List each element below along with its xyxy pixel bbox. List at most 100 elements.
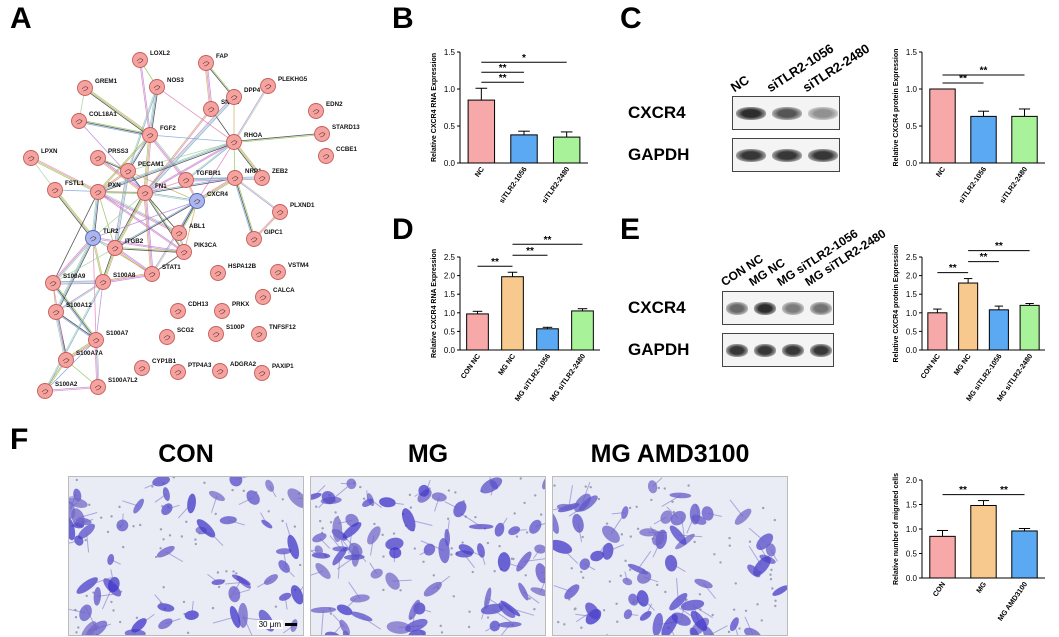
cell-process xyxy=(510,607,535,616)
node-structure-glyph xyxy=(94,156,102,162)
network-edge xyxy=(97,191,116,249)
membrane-pore xyxy=(624,559,627,563)
membrane-pore xyxy=(734,582,737,585)
stained-cell xyxy=(628,593,639,606)
network-edge xyxy=(102,272,152,282)
membrane-pore xyxy=(318,519,322,523)
node-structure-glyph xyxy=(250,237,258,243)
network-node-paxip1: PAXIP1 xyxy=(254,363,294,381)
network-edge xyxy=(185,176,262,180)
cell-process xyxy=(69,502,78,509)
y-tick-label: 0.5 xyxy=(444,122,456,131)
membrane-pore xyxy=(580,570,583,574)
network-node-stat1: STAT1 xyxy=(144,264,181,282)
node-label: PECAM1 xyxy=(138,161,164,168)
bar-nc xyxy=(929,88,956,164)
y-tick-label: 0.0 xyxy=(906,159,918,168)
network-node-fap: FAP xyxy=(198,53,228,71)
migration-micrographs: CON 30 μm MG MG AMD3100 xyxy=(68,440,803,636)
network-edge xyxy=(144,108,211,193)
network-node-lpxn: LPXN xyxy=(23,148,58,166)
node-label: PLXND1 xyxy=(290,202,315,209)
stained-cell xyxy=(553,539,573,554)
cell-process xyxy=(414,490,425,497)
cell-process xyxy=(69,521,84,524)
stained-cell xyxy=(665,554,678,572)
significance-label: ** xyxy=(499,63,507,74)
membrane-pore xyxy=(656,583,659,587)
network-edge xyxy=(113,170,128,248)
network-edge xyxy=(144,141,234,193)
stained-cell xyxy=(367,526,381,545)
stained-cell xyxy=(431,492,447,502)
node-circle xyxy=(254,170,270,186)
stained-cell xyxy=(542,477,545,490)
network-edge xyxy=(114,200,197,248)
membrane-pore xyxy=(629,535,633,538)
node-structure-glyph xyxy=(202,61,210,67)
membrane-pore xyxy=(533,608,536,611)
network-edge xyxy=(53,282,98,340)
membrane-pore xyxy=(180,535,184,538)
membrane-pore xyxy=(267,510,270,513)
node-structure-glyph xyxy=(193,199,201,205)
cell-process xyxy=(121,513,124,526)
blot-band xyxy=(782,344,804,357)
network-edge xyxy=(98,190,180,233)
node-circle xyxy=(45,275,61,291)
stained-cell xyxy=(564,584,580,600)
node-label: CYP1B1 xyxy=(152,358,177,365)
network-edge xyxy=(31,156,99,192)
network-edge xyxy=(56,311,97,340)
cell-process xyxy=(69,608,86,614)
cell-process xyxy=(138,613,155,626)
network-edge xyxy=(233,133,322,142)
membrane-pore xyxy=(373,522,376,526)
stained-cell xyxy=(756,533,774,551)
network-node-pecam1: PECAM1 xyxy=(120,161,164,179)
membrane-pore xyxy=(525,531,529,534)
cell-process xyxy=(341,539,356,557)
network-node-fn1: FN1 xyxy=(137,183,167,201)
cell-process xyxy=(408,519,433,526)
membrane-pore xyxy=(450,553,453,556)
cell-process xyxy=(392,579,412,582)
stained-cell xyxy=(535,563,545,584)
network-node-fgf2: FGF2 xyxy=(142,125,176,143)
node-label: EDN2 xyxy=(326,101,343,108)
membrane-pore xyxy=(118,620,122,624)
node-circle xyxy=(134,360,150,376)
cell-process xyxy=(707,512,722,517)
membrane-pore xyxy=(719,561,722,564)
cell-process xyxy=(695,504,700,520)
y-axis-label: Relative CXCR4 protein Expression xyxy=(893,49,900,167)
network-edge xyxy=(196,141,235,202)
membrane-pore xyxy=(159,528,163,531)
x-tick-label: MG siTLR2-2480 xyxy=(548,352,587,403)
node-circle xyxy=(318,148,334,164)
network-edge xyxy=(97,191,180,234)
stained-cell xyxy=(231,574,251,586)
network-node-col18a1: COL18A1 xyxy=(71,111,117,129)
cell-process xyxy=(780,588,787,592)
stained-cell xyxy=(661,614,678,635)
node-structure-glyph xyxy=(180,250,188,256)
cell-process xyxy=(285,522,294,548)
stained-cell xyxy=(494,522,505,537)
cell-process xyxy=(212,616,236,624)
network-edge xyxy=(52,280,103,283)
network-edge xyxy=(78,121,150,137)
network-edge xyxy=(234,178,280,213)
node-label: S100A2 xyxy=(55,381,78,388)
membrane-pore xyxy=(132,524,135,528)
node-circle xyxy=(144,266,160,282)
bar-mg-sitlr2-1056 xyxy=(988,309,1009,351)
cell-process xyxy=(581,481,591,504)
node-label: COL18A1 xyxy=(89,111,117,118)
cell-process xyxy=(369,562,378,574)
stained-cell xyxy=(158,618,173,630)
node-structure-glyph xyxy=(153,85,161,91)
bar-sitlr2-1056 xyxy=(510,134,538,164)
cell-process xyxy=(319,537,331,549)
cell-process xyxy=(210,495,218,513)
